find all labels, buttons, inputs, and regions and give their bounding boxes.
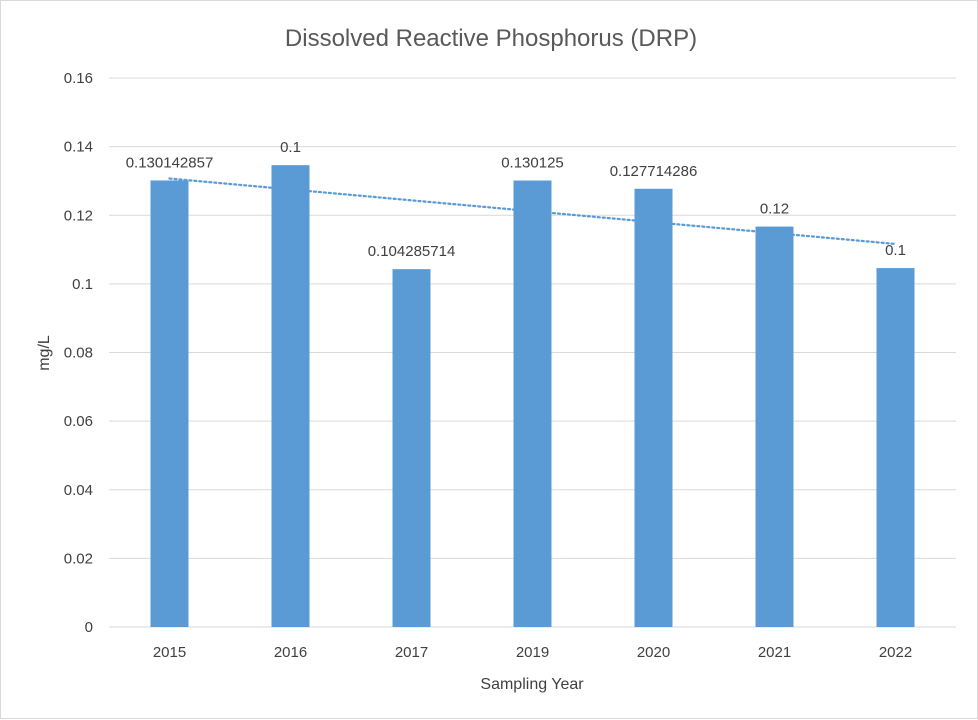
y-tick-label: 0.02 [64, 550, 93, 567]
trendline [168, 177, 897, 246]
data-label: 0.1 [280, 139, 301, 156]
data-label: 0.104285714 [368, 243, 456, 260]
y-axis-ticks: 0 0.02 0.04 0.06 0.08 0.1 0.12 0.14 0.16 [64, 70, 93, 636]
x-tick-label: 2015 [153, 644, 186, 661]
y-axis-label: mg/L [36, 335, 53, 371]
y-tick-label: 0 [85, 619, 93, 636]
x-axis-ticks: 2015 2016 2017 2019 2020 2021 2022 [153, 644, 912, 661]
bar [150, 180, 189, 627]
y-tick-label: 0.16 [64, 70, 93, 87]
chart-title: Dissolved Reactive Phosphorus (DRP) [285, 25, 697, 52]
bar [634, 188, 673, 628]
x-tick-label: 2021 [758, 644, 791, 661]
bar [755, 226, 794, 627]
bar [271, 165, 310, 627]
data-label: 0.130142857 [126, 154, 214, 171]
y-tick-label: 0.08 [64, 345, 93, 362]
x-tick-label: 2017 [395, 644, 428, 661]
x-tick-label: 2020 [637, 644, 670, 661]
bars [150, 165, 915, 628]
trendline-group [168, 177, 897, 246]
y-tick-label: 0.12 [64, 207, 93, 224]
data-labels: 0.130142857 0.1 0.104285714 0.130125 0.12771… [126, 139, 906, 260]
x-tick-label: 2019 [516, 644, 549, 661]
data-label: 0.12 [760, 201, 789, 218]
data-label: 0.127714286 [610, 163, 698, 180]
bar [876, 268, 915, 627]
y-tick-label: 0.06 [64, 413, 93, 430]
y-tick-label: 0.14 [64, 139, 93, 156]
y-tick-label: 0.1 [72, 276, 93, 293]
bar [392, 269, 431, 627]
x-tick-label: 2022 [879, 644, 912, 661]
data-label: 0.130125 [501, 155, 564, 172]
data-label: 0.1 [885, 242, 906, 259]
x-tick-label: 2016 [274, 644, 307, 661]
bar [513, 180, 552, 627]
x-axis-label: Sampling Year [480, 676, 584, 693]
y-tick-label: 0.04 [64, 482, 93, 499]
